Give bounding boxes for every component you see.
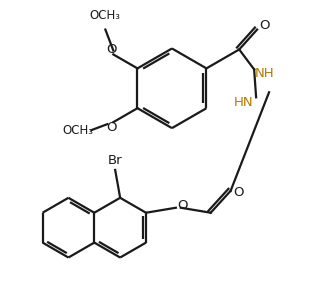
Text: O: O [106, 43, 117, 56]
Text: Br: Br [108, 155, 122, 167]
Text: OCH₃: OCH₃ [62, 124, 93, 136]
Text: O: O [259, 19, 269, 32]
Text: O: O [233, 186, 244, 199]
Text: O: O [178, 199, 188, 212]
Text: NH: NH [254, 67, 274, 80]
Text: HN: HN [233, 96, 253, 109]
Text: OCH₃: OCH₃ [90, 9, 121, 22]
Text: O: O [106, 121, 117, 134]
